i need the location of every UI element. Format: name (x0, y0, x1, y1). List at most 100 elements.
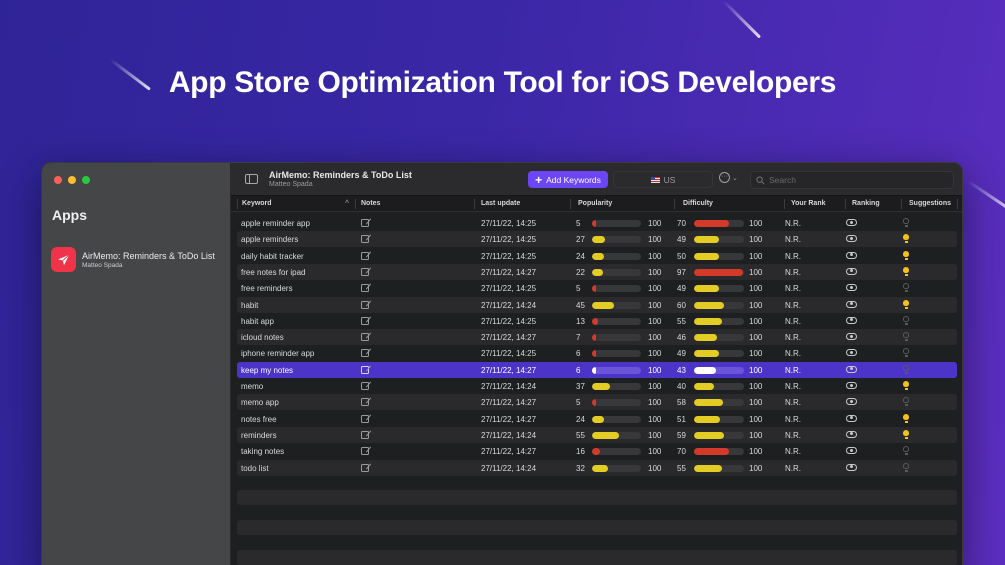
eye-icon[interactable] (846, 414, 857, 422)
lightbulb-off-icon[interactable] (903, 283, 909, 293)
lightbulb-off-icon[interactable] (903, 397, 909, 407)
column-header-ranking[interactable]: Ranking (852, 200, 880, 207)
edit-note-icon[interactable] (361, 463, 369, 472)
lightbulb-off-icon[interactable] (903, 348, 909, 358)
lightbulb-off-icon[interactable] (903, 218, 909, 227)
eye-icon[interactable] (846, 235, 857, 243)
table-row[interactable]: iphone reminder app 27/11/22, 14:25 6 100 49… (237, 345, 957, 361)
lightbulb-on-icon[interactable] (903, 381, 909, 390)
eye-icon[interactable] (846, 463, 857, 471)
keyword-cell: notes free (241, 414, 277, 424)
popularity-bar (592, 350, 641, 358)
lightbulb-off-icon[interactable] (903, 332, 909, 342)
close-window-button[interactable] (54, 176, 62, 184)
edit-note-icon[interactable] (361, 316, 369, 325)
table-row[interactable]: memo app 27/11/22, 14:27 5 100 58 100 N.R. (237, 394, 957, 411)
add-keywords-label: Add Keywords (546, 174, 601, 185)
table-row[interactable]: habit app 27/11/22, 14:25 13 100 55 100 N.R. (237, 313, 957, 329)
column-header-popularity[interactable]: Popularity (578, 200, 613, 207)
difficulty-bar (694, 236, 744, 244)
column-separator (784, 199, 785, 209)
edit-note-icon[interactable] (361, 251, 369, 260)
zoom-window-button[interactable] (82, 176, 90, 184)
popularity-value: 5 (576, 398, 581, 408)
eye-icon[interactable] (846, 300, 857, 308)
edit-note-icon[interactable] (361, 398, 369, 407)
difficulty-max: 100 (749, 365, 763, 375)
search-field[interactable] (750, 171, 954, 189)
popularity-value: 16 (576, 447, 585, 457)
edit-note-icon[interactable] (361, 414, 369, 423)
edit-note-icon[interactable] (361, 284, 369, 293)
eye-icon[interactable] (846, 349, 857, 357)
table-row[interactable]: free notes for ipad 27/11/22, 14:27 22 100 9… (237, 263, 957, 280)
add-keywords-button[interactable]: + Add Keywords (528, 171, 608, 188)
popularity-bar (592, 448, 641, 456)
edit-note-icon[interactable] (361, 267, 369, 276)
difficulty-bar (694, 301, 744, 309)
table-row[interactable]: apple reminder app 27/11/22, 14:25 5 100 70 1… (237, 215, 957, 231)
eye-icon[interactable] (846, 219, 857, 226)
table-row[interactable]: habit 27/11/22, 14:24 45 100 60 100 N.R. (237, 296, 957, 313)
decorative-streak (966, 179, 1005, 213)
edit-note-icon[interactable] (361, 333, 369, 342)
edit-note-icon[interactable] (361, 365, 369, 374)
sidebar-toggle-icon[interactable] (245, 174, 258, 184)
column-header-your-rank[interactable]: Your Rank (791, 200, 826, 207)
eye-icon[interactable] (846, 447, 857, 455)
edit-note-icon[interactable] (361, 300, 369, 309)
lightbulb-off-icon[interactable] (903, 315, 909, 325)
lightbulb-off-icon[interactable] (903, 364, 909, 374)
column-header-difficulty[interactable]: Difficulty (683, 200, 713, 207)
edit-note-icon[interactable] (361, 235, 369, 244)
table-row[interactable]: notes free 27/11/22, 14:27 24 100 51 100 N.R. (237, 411, 957, 427)
eye-icon[interactable] (846, 365, 857, 373)
lightbulb-on-icon[interactable] (903, 413, 909, 423)
eye-icon[interactable] (846, 398, 857, 406)
table-row[interactable]: todo list 27/11/22, 14:24 32 100 55 100 N.R. (237, 459, 957, 476)
keyword-cell: todo list (241, 463, 269, 473)
eye-icon[interactable] (846, 251, 857, 259)
table-row[interactable]: apple reminders 27/11/22, 14:25 27 100 49 100… (237, 231, 957, 248)
lightbulb-on-icon[interactable] (903, 250, 909, 260)
column-header-keyword[interactable]: Keyword (242, 200, 272, 207)
eye-icon[interactable] (846, 430, 857, 438)
country-selector[interactable]: US (613, 171, 713, 188)
difficulty-value: 43 (677, 365, 686, 375)
last-update-cell: 27/11/22, 14:25 (481, 349, 537, 359)
minimize-window-button[interactable] (68, 176, 76, 184)
difficulty-bar (694, 317, 744, 325)
more-options-menu[interactable]: ··· ⌄ (719, 172, 738, 183)
table-row[interactable]: daily habit tracker 27/11/22, 14:25 24 100 5… (237, 248, 957, 264)
eye-icon[interactable] (846, 333, 857, 341)
sidebar-app-item[interactable]: AirMemo: Reminders & ToDo List Matteo Sp… (51, 247, 215, 272)
edit-note-icon[interactable] (361, 382, 369, 390)
table-row[interactable]: keep my notes 27/11/22, 14:27 6 100 43 100 N.R… (237, 361, 957, 378)
table-row[interactable]: free reminders 27/11/22, 14:25 5 100 49 100 N.… (237, 280, 957, 296)
lightbulb-off-icon[interactable] (903, 446, 909, 456)
column-header-notes[interactable]: Notes (361, 200, 381, 207)
edit-note-icon[interactable] (361, 430, 369, 439)
eye-icon[interactable] (846, 284, 857, 292)
keyword-cell: memo (241, 382, 264, 391)
edit-note-icon[interactable] (361, 219, 369, 227)
lightbulb-on-icon[interactable] (903, 299, 909, 309)
table-row[interactable]: memo 27/11/22, 14:24 37 100 40 100 N.R. (237, 378, 957, 394)
edit-note-icon[interactable] (361, 447, 369, 456)
lightbulb-on-icon[interactable] (903, 234, 909, 244)
lightbulb-on-icon[interactable] (903, 429, 909, 439)
table-row[interactable]: icloud notes 27/11/22, 14:27 7 100 46 100 N.R. (237, 329, 957, 346)
lightbulb-on-icon[interactable] (903, 266, 909, 276)
your-rank-cell: N.R. (785, 463, 801, 473)
plus-icon: + (535, 172, 543, 187)
table-row[interactable]: reminders 27/11/22, 14:24 55 100 59 100 N.R. (237, 426, 957, 443)
table-row[interactable]: taking notes 27/11/22, 14:27 16 100 70 100 N.R… (237, 443, 957, 459)
eye-icon[interactable] (846, 382, 857, 389)
eye-icon[interactable] (846, 316, 857, 324)
eye-icon[interactable] (846, 267, 857, 275)
column-header-suggestions[interactable]: Suggestions (909, 200, 952, 207)
lightbulb-off-icon[interactable] (903, 462, 909, 472)
edit-note-icon[interactable] (361, 349, 369, 358)
column-header-last-update[interactable]: Last update (481, 200, 521, 207)
search-input[interactable] (769, 175, 949, 185)
